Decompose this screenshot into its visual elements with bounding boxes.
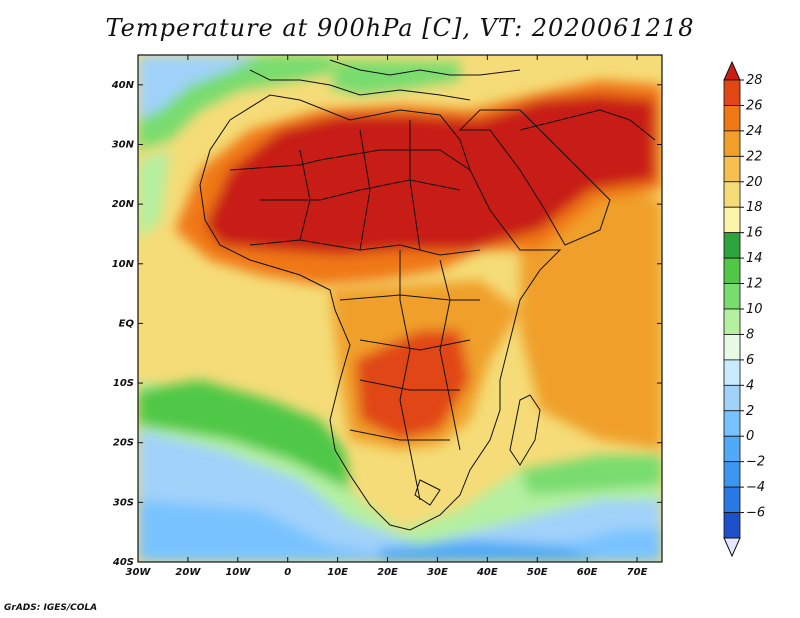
colorbar-swatch bbox=[723, 105, 741, 132]
colorbar-swatch bbox=[723, 181, 741, 208]
colorbar-label: 2 bbox=[746, 404, 754, 419]
lon-tick-label: 20E bbox=[377, 567, 398, 578]
lon-tick-label: 60E bbox=[577, 567, 598, 578]
colorbar-label: 22 bbox=[746, 149, 763, 164]
lat-tick-label: 20N bbox=[112, 199, 135, 210]
colorbar-label: 6 bbox=[746, 353, 754, 368]
lon-tick-label: 30E bbox=[427, 567, 448, 578]
lon-tick-label: 50E bbox=[527, 567, 548, 578]
colorbar-label: 14 bbox=[746, 251, 763, 266]
colorbar-label: 24 bbox=[746, 124, 763, 139]
colorbar-min-arrow bbox=[723, 537, 741, 558]
lon-tick-label: 20W bbox=[175, 567, 201, 578]
lat-tick-label: 40N bbox=[111, 80, 135, 91]
coastlines bbox=[199, 59, 656, 531]
colorbar-swatch bbox=[723, 79, 741, 106]
colorbar-swatch bbox=[723, 257, 741, 284]
lon-tick-label: 30W bbox=[126, 567, 152, 578]
lat-tick-label: 20S bbox=[113, 438, 134, 449]
colorbar-label: 18 bbox=[746, 200, 763, 215]
colorbar-swatch bbox=[723, 384, 741, 412]
colorbar-label: 8 bbox=[746, 327, 754, 342]
lon-tick-label: 0 bbox=[284, 567, 291, 578]
colorbar-label: 16 bbox=[746, 226, 763, 241]
colorbar-swatch bbox=[723, 334, 741, 361]
lon-tick-label: 10E bbox=[327, 567, 348, 578]
colorbar-max-arrow bbox=[723, 60, 741, 81]
lon-tick-label: 40E bbox=[476, 567, 498, 578]
colorbar-swatch bbox=[723, 283, 741, 310]
colorbar-label: −2 bbox=[746, 455, 765, 470]
colorbar-swatch bbox=[723, 130, 741, 157]
lat-tick-label: 30N bbox=[112, 139, 135, 150]
lat-tick-label: EQ bbox=[119, 318, 135, 329]
colorbar-label: −6 bbox=[746, 506, 765, 521]
lat-tick-label: 40S bbox=[112, 557, 134, 568]
lon-tick-label: 70E bbox=[627, 567, 648, 578]
colorbar-label: 4 bbox=[746, 378, 754, 393]
colorbar-swatch bbox=[723, 155, 741, 183]
colorbar-label: 26 bbox=[746, 98, 763, 113]
map-title: Temperature at 900hPa [C], VT: 202006121… bbox=[105, 14, 695, 42]
colorbar-swatch bbox=[723, 486, 741, 513]
colorbar-swatch bbox=[723, 461, 741, 488]
lat-tick-label: 30S bbox=[113, 497, 134, 508]
credit-text: GrADS: IGES/COLA bbox=[4, 603, 98, 613]
colorbar-swatch bbox=[723, 410, 741, 437]
colorbar-swatch bbox=[723, 308, 741, 335]
colorbar-swatch bbox=[723, 232, 741, 259]
colorbar-swatch bbox=[723, 359, 741, 386]
colorbar-swatch bbox=[723, 206, 741, 234]
map-frame bbox=[137, 54, 663, 563]
lat-tick-label: 10N bbox=[112, 259, 135, 270]
colorbar-label: 0 bbox=[746, 429, 754, 444]
colorbar-label: 12 bbox=[746, 277, 763, 292]
colorbar-label: 28 bbox=[746, 73, 763, 88]
temperature-field bbox=[138, 55, 662, 562]
colorbar-label: 10 bbox=[746, 302, 763, 317]
lon-tick-label: 10W bbox=[225, 567, 251, 578]
colorbar-label: −4 bbox=[746, 480, 765, 495]
colorbar-swatch bbox=[723, 435, 741, 463]
colorbar-swatch bbox=[723, 512, 741, 539]
lat-tick-label: 10S bbox=[113, 378, 134, 389]
colorbar-label: 20 bbox=[746, 175, 763, 190]
